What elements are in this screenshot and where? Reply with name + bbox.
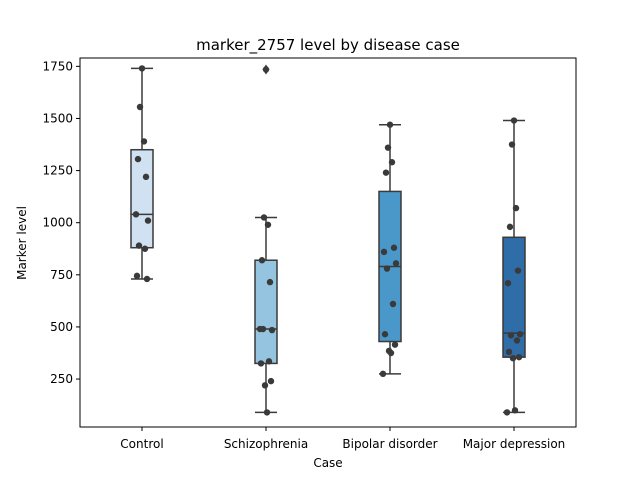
data-point [136,103,144,111]
data-point [507,332,515,339]
data-point [515,353,523,361]
data-point [516,331,524,338]
plot-area-frame [79,57,577,428]
x-tick-label: Schizophrenia [224,437,308,451]
data-point [259,325,267,333]
y-tick-label: 750 [50,268,73,282]
box-rect [502,236,526,358]
box-1 [254,64,278,414]
data-point [388,159,396,166]
x-tick-label: Control [120,437,163,451]
data-point [513,337,521,344]
box-0 [130,67,154,280]
data-point [258,257,266,264]
x-tick-label: Major depression [463,437,566,451]
x-axis-label: Case [313,456,342,470]
data-point [387,349,395,357]
data-point [391,341,399,348]
data-point [263,409,271,416]
x-axis: Control Schizophrenia Bipolar disorder Majo… [120,427,565,451]
data-point [506,223,514,231]
box-rect [254,259,278,365]
data-point [384,144,392,151]
data-point [132,211,140,218]
y-tick-label: 1250 [42,164,73,178]
data-point [504,279,512,287]
box-3 [502,119,526,414]
data-point [135,242,143,249]
y-tick-label: 1500 [42,111,73,125]
data-point [511,407,519,414]
data-point [264,221,272,228]
data-point [512,204,520,212]
x-tick-label: Bipolar disorder [342,437,437,451]
data-point [257,360,265,367]
y-tick-label: 250 [50,372,73,386]
data-point [380,248,388,256]
data-point [143,275,151,283]
box-rect [130,148,154,249]
data-point [144,217,152,224]
data-point [390,244,398,251]
data-point [266,278,274,286]
data-point [141,245,149,252]
data-point [138,65,146,72]
data-point [133,272,141,280]
data-point [381,331,389,338]
data-point [267,377,275,385]
data-point [260,214,268,221]
data-point [140,138,148,145]
data-point [142,173,150,181]
data-point [261,382,269,389]
y-tick-label: 1750 [42,59,73,73]
data-point [379,370,387,378]
chart-title: marker_2757 level by disease case [196,36,460,55]
data-point [508,141,516,148]
data-point [262,66,270,73]
data-point [265,358,273,365]
data-point [382,169,390,176]
data-point [505,348,513,356]
data-point [510,117,518,124]
y-tick-label: 1000 [42,216,73,230]
data-point [392,260,400,267]
data-point [514,267,522,274]
points-group [132,65,524,416]
y-axis-label: Marker level [15,206,29,280]
y-axis: 250 500 750 1000 1250 1500 1750 [42,59,80,386]
data-point [134,155,142,163]
data-point [389,300,397,308]
boxes-group [130,64,526,414]
data-point [386,121,394,128]
data-point [503,409,511,416]
y-tick-label: 500 [50,320,73,334]
data-point [383,265,391,272]
data-point [509,355,517,362]
data-point [268,326,276,334]
